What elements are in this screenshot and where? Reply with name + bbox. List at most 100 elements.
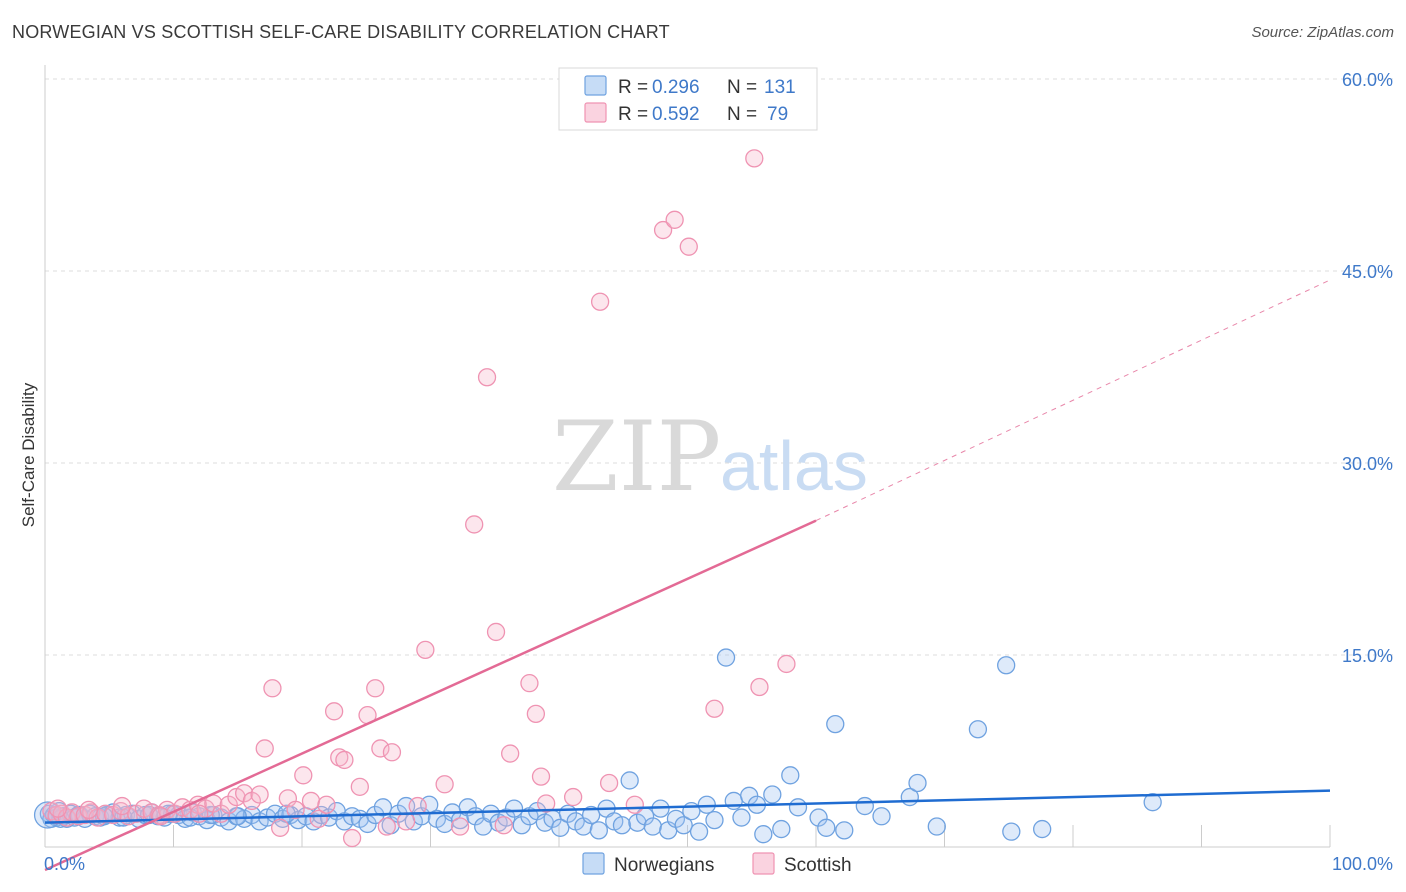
legend-r-label-0: R = [618, 77, 648, 98]
y-tick-label: 30.0% [1342, 454, 1393, 474]
norwegian-point [1002, 822, 1021, 841]
scottish-point [679, 237, 698, 256]
series-legend-swatch-norwegians [582, 852, 605, 875]
legend-n-label-0: N = [727, 77, 757, 98]
scottish-trendline [44, 519, 817, 872]
norwegian-point [504, 799, 524, 818]
norwegian-point [781, 766, 800, 785]
scottish-point [219, 795, 238, 814]
tick-labels: 15.0% 30.0% 45.0% 60.0% 0.0% 100.0% [44, 70, 1393, 874]
scottish-point [537, 794, 556, 813]
norwegian-point [643, 817, 662, 836]
scottish-point [745, 149, 764, 168]
y-tick-label: 15.0% [1342, 646, 1393, 666]
scottish-point [494, 816, 513, 835]
trendlines [44, 279, 1331, 872]
scottish-point [294, 766, 313, 785]
scottish-point [255, 739, 274, 758]
scottish-point [408, 796, 427, 816]
norwegian-point [620, 771, 639, 790]
x-tick-label: 100.0% [1332, 854, 1393, 874]
legend-n-value-1: 79 [767, 104, 788, 125]
norwegian-point [1143, 793, 1162, 812]
legend-swatch-scottish [584, 102, 607, 123]
norwegian-point [817, 818, 836, 837]
scottish-point [112, 796, 132, 816]
norwegian-point [826, 714, 845, 734]
legend-n-value-0: 131 [764, 77, 796, 98]
scottish-point [665, 210, 684, 229]
gridlines [45, 78, 1395, 656]
scottish-point [377, 817, 396, 836]
scottish-trendline-extension [815, 279, 1331, 522]
norwegian-point [927, 817, 946, 836]
scottish-point [526, 704, 546, 724]
norwegian-point [763, 785, 782, 804]
norwegian-point [772, 819, 791, 839]
scottish-point [371, 739, 390, 758]
norwegian-point [968, 720, 988, 739]
scottish-point [435, 775, 454, 794]
scottish-point [531, 767, 551, 786]
y-axis-title: Self-Care Disability [19, 382, 38, 527]
series-legend-swatch-scottish [752, 852, 775, 875]
legend-r-value-0: 0.296 [652, 77, 700, 98]
legend-n-label-1: N = [727, 104, 757, 125]
norwegian-point [589, 821, 608, 840]
scottish-point [653, 220, 673, 240]
scottish-point [350, 777, 369, 796]
stats-legend: R = 0.296 N = 131 R = 0.592 N = 79 [558, 67, 818, 131]
series-legend: Norwegians Scottish [582, 852, 852, 876]
norwegian-point [689, 822, 709, 841]
scottish-point [271, 818, 290, 837]
y-tick-label: 60.0% [1342, 70, 1393, 90]
watermark-zip: ZIP [552, 401, 721, 513]
scottish-point [48, 799, 67, 818]
chart-source: Source: ZipAtlas.com [1251, 24, 1394, 41]
scottish-point [342, 828, 362, 848]
scottish-point [382, 743, 402, 762]
norwegian-point [872, 807, 891, 826]
scottish-point [79, 800, 98, 820]
legend-r-value-1: 0.592 [652, 104, 700, 125]
y-tick-label: 45.0% [1342, 262, 1393, 282]
scottish-point [324, 702, 344, 721]
series-legend-label-scottish: Scottish [784, 855, 852, 876]
scottish-point [335, 750, 354, 770]
scottish-point [263, 679, 282, 698]
scottish-points [42, 149, 796, 848]
scottish-point [563, 787, 583, 807]
scottish-point [396, 812, 416, 831]
scottish-point [705, 699, 724, 718]
scottish-point [366, 679, 385, 698]
scottish-point [486, 622, 506, 642]
norwegian-point [855, 796, 874, 816]
norwegian-point [732, 808, 751, 827]
norwegian-point [612, 816, 632, 835]
scottish-point [301, 791, 321, 811]
scottish-point [450, 817, 470, 836]
scottish-point [750, 677, 769, 697]
scottish-point [416, 640, 435, 660]
norwegian-point [705, 810, 724, 830]
legend-swatch-norwegians [584, 75, 607, 96]
legend-r-label-1: R = [618, 104, 648, 125]
scottish-point [286, 800, 305, 820]
norwegian-point [674, 816, 693, 835]
watermark-atlas: atlas [720, 427, 868, 505]
scottish-point [520, 674, 539, 693]
scottish-point [250, 785, 269, 804]
scottish-point [235, 784, 254, 803]
norwegian-point [997, 656, 1016, 675]
scottish-point [590, 292, 610, 311]
norwegian-point [835, 821, 854, 840]
chart-title: NORWEGIAN VS SCOTTISH SELF-CARE DISABILI… [12, 22, 670, 42]
x-tick-label: 0.0% [44, 854, 85, 874]
norwegian-point [581, 805, 601, 825]
scottish-point [465, 515, 484, 534]
scottish-point [599, 773, 619, 793]
norwegian-point [551, 818, 570, 837]
scottish-point [317, 795, 336, 814]
norwegian-point [788, 798, 808, 817]
